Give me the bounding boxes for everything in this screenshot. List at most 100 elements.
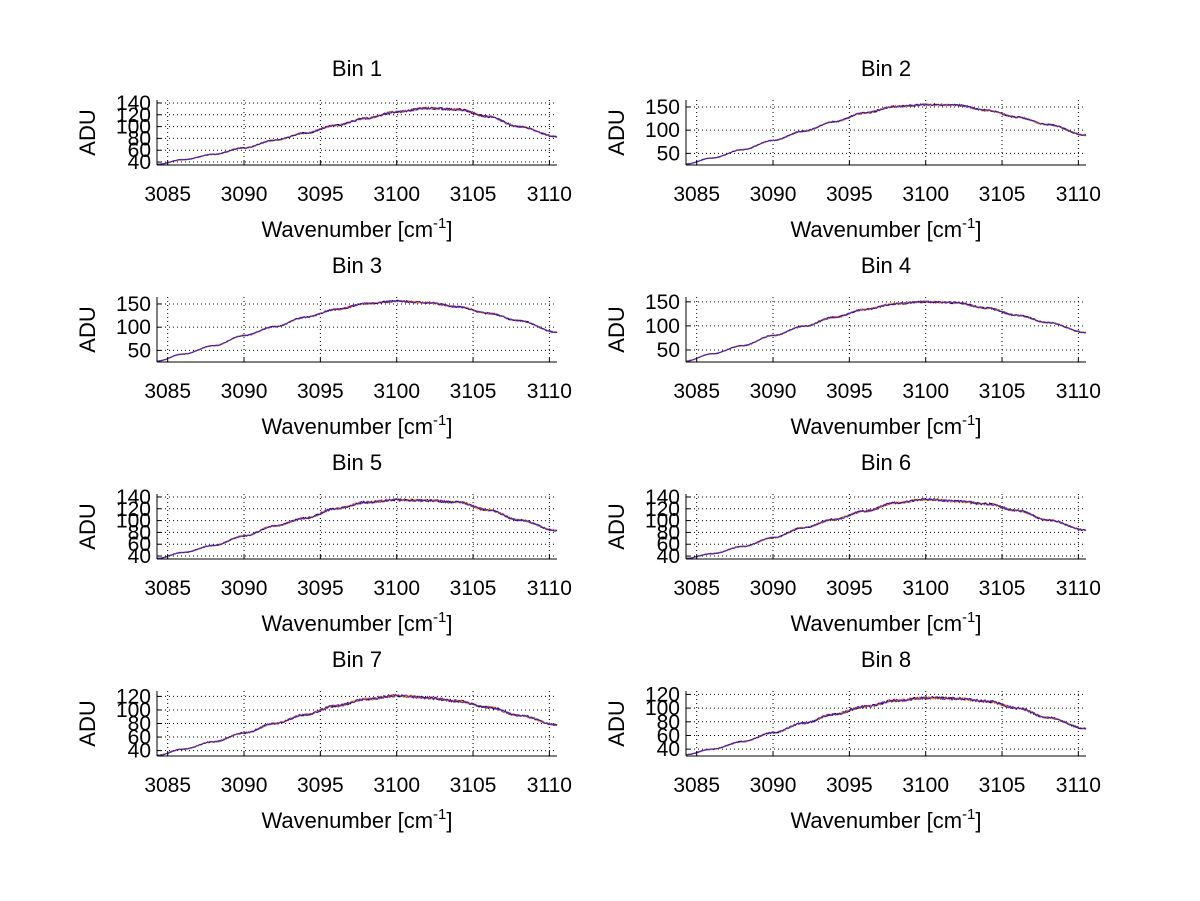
y-tick-label: 80 [657, 711, 680, 734]
y-tick-label: 100 [645, 697, 680, 720]
x-tick-label: 3085 [673, 577, 720, 600]
y-axis-label: ADU [75, 700, 100, 746]
x-tick-label: 3100 [373, 183, 420, 206]
series-line [157, 693, 558, 757]
series-line [156, 693, 558, 757]
x-tick-label: 3095 [826, 774, 873, 797]
x-tick-label: 3105 [450, 183, 497, 206]
x-tick-label: 3090 [750, 774, 797, 797]
panel-title: Bin 4 [861, 253, 911, 278]
x-tick-label: 3090 [750, 380, 797, 403]
series-line [685, 300, 1087, 362]
series-line [685, 695, 1087, 756]
x-tick-label: 3095 [826, 183, 873, 206]
y-tick-label: 50 [128, 339, 151, 362]
x-tick-label: 3105 [979, 577, 1026, 600]
y-tick-label: 120 [116, 104, 151, 127]
x-tick-label: 3090 [750, 577, 797, 600]
y-axis-label: ADU [604, 306, 629, 352]
x-tick-label: 3095 [826, 380, 873, 403]
series-line [685, 103, 1087, 165]
y-tick-label: 80 [128, 713, 151, 736]
y-tick-label: 40 [657, 738, 680, 761]
x-tick-label: 3110 [527, 183, 572, 206]
y-tick-label: 120 [645, 683, 680, 706]
y-tick-label: 80 [128, 127, 151, 150]
series-line [156, 106, 558, 165]
series-line [685, 300, 1086, 362]
x-tick-label: 3100 [373, 577, 420, 600]
y-tick-label: 100 [645, 119, 680, 142]
x-axis-label: Wavenumber [cm-1] [261, 609, 452, 636]
y-tick-label: 40 [657, 545, 680, 568]
series-line [156, 299, 558, 362]
y-tick-label: 150 [645, 96, 680, 119]
y-tick-label: 60 [128, 726, 151, 749]
series-line [156, 299, 558, 362]
y-tick-label: 150 [645, 291, 680, 314]
x-tick-label: 3105 [979, 183, 1026, 206]
y-axis-label: ADU [75, 109, 100, 155]
series-line [685, 300, 1087, 362]
series-line [685, 497, 1087, 559]
y-tick-label: 40 [128, 545, 151, 568]
x-axis-label: Wavenumber [cm-1] [790, 412, 981, 439]
y-tick-label: 120 [116, 498, 151, 521]
y-axis-label: ADU [75, 306, 100, 352]
x-tick-label: 3090 [221, 183, 268, 206]
y-tick-label: 140 [116, 486, 151, 509]
x-tick-label: 3110 [1056, 183, 1101, 206]
panel-title: Bin 8 [861, 647, 911, 672]
y-axis-label: ADU [604, 109, 629, 155]
y-tick-label: 60 [657, 724, 680, 747]
series-line [156, 106, 558, 166]
series-line [685, 695, 1087, 756]
series-line [157, 299, 558, 362]
series-line [156, 498, 558, 560]
y-tick-label: 80 [657, 521, 680, 544]
series-line [157, 106, 558, 165]
x-axis-label: Wavenumber [cm-1] [261, 806, 452, 833]
x-tick-label: 3105 [450, 380, 497, 403]
series-line [156, 498, 558, 559]
y-tick-label: 60 [657, 533, 680, 556]
x-tick-label: 3095 [297, 774, 344, 797]
series-line [156, 693, 558, 756]
series-line [685, 497, 1087, 559]
series-line [686, 497, 1087, 560]
series-line [156, 299, 558, 362]
x-tick-label: 3090 [221, 774, 268, 797]
series-line [156, 497, 558, 560]
series-line [685, 300, 1087, 362]
x-tick-label: 3110 [527, 380, 572, 403]
series-line [685, 497, 1087, 559]
x-tick-label: 3085 [673, 774, 720, 797]
x-tick-label: 3095 [826, 577, 873, 600]
x-tick-label: 3105 [979, 380, 1026, 403]
panel-title: Bin 2 [861, 56, 911, 81]
x-tick-label: 3090 [221, 577, 268, 600]
series-line [685, 102, 1086, 165]
x-axis-label: Wavenumber [cm-1] [261, 412, 452, 439]
x-tick-label: 3085 [144, 577, 191, 600]
panel-title: Bin 5 [332, 450, 382, 475]
x-tick-label: 3085 [673, 183, 720, 206]
x-tick-label: 3110 [527, 577, 572, 600]
x-axis-label: Wavenumber [cm-1] [790, 215, 981, 242]
series-line [685, 102, 1087, 165]
x-tick-label: 3085 [144, 380, 191, 403]
y-tick-label: 50 [657, 142, 680, 165]
y-tick-label: 120 [116, 685, 151, 708]
panel-title: Bin 3 [332, 253, 382, 278]
x-tick-label: 3105 [979, 774, 1026, 797]
y-tick-label: 50 [657, 339, 680, 362]
y-tick-label: 40 [128, 740, 151, 763]
x-tick-label: 3100 [902, 380, 949, 403]
x-tick-label: 3095 [297, 183, 344, 206]
panel-title: Bin 7 [332, 647, 382, 672]
